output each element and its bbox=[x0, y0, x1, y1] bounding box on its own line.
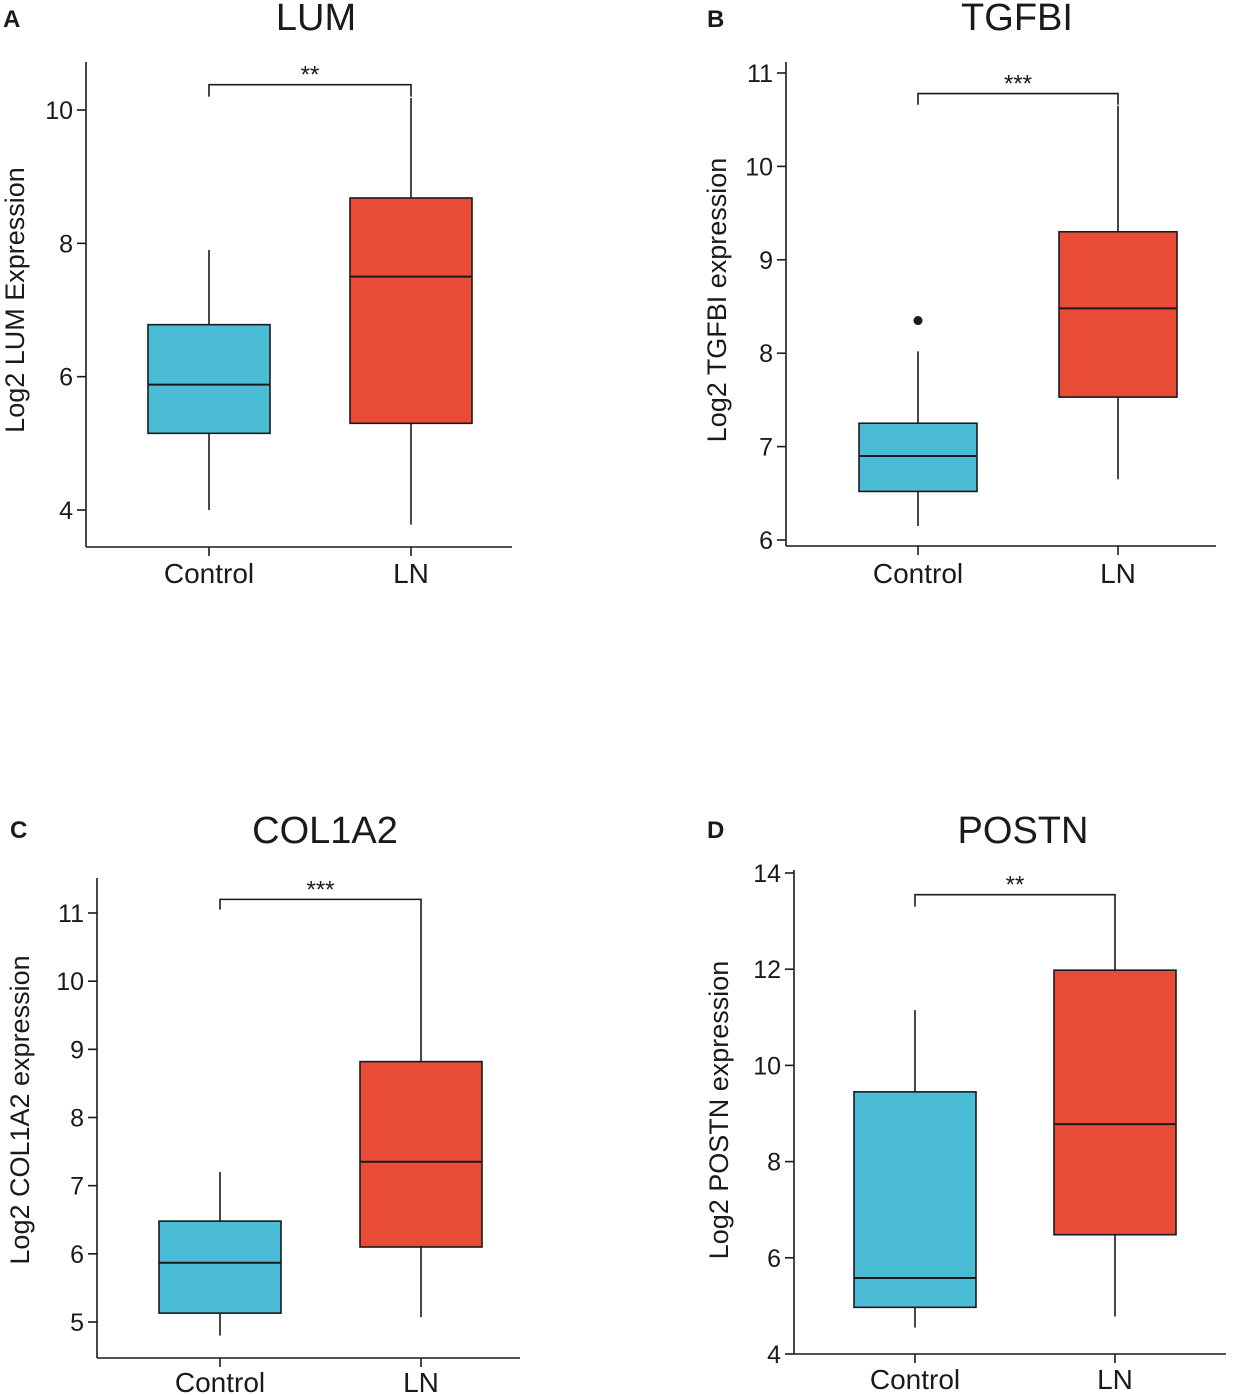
y-axis-title: Log2 COL1A2 expression bbox=[5, 955, 35, 1264]
iqr-box bbox=[858, 422, 978, 493]
y-tick-label: 7 bbox=[70, 1173, 84, 1201]
iqr-box bbox=[1053, 969, 1177, 1236]
iqr-box bbox=[147, 323, 271, 435]
panel-b: B TGFBI Log2 TGFBI expression 6 7 8 9 10 11 Contr… bbox=[702, 0, 1216, 589]
significance-bracket bbox=[219, 898, 422, 912]
outlier-point bbox=[913, 316, 923, 326]
significance-bracket bbox=[914, 893, 1116, 907]
y-tick-label: 6 bbox=[767, 1245, 781, 1273]
significance-bracket bbox=[917, 92, 1119, 105]
significance-label: ** bbox=[301, 62, 320, 89]
box-ln: LN bbox=[1053, 906, 1177, 1395]
y-tick-label: 10 bbox=[56, 968, 84, 996]
y-tick-label: 5 bbox=[70, 1309, 84, 1337]
y-tick-label: 11 bbox=[747, 60, 773, 88]
panel-d: D POSTN Log2 POSTN expression 4 6 8 10 12 14 Cont… bbox=[704, 810, 1226, 1395]
y-axis-title: Log2 TGFBI expression bbox=[702, 158, 732, 443]
significance-bracket bbox=[208, 83, 412, 97]
y-tick-label: 8 bbox=[759, 340, 773, 368]
box-control: Control bbox=[858, 316, 978, 589]
panel-letter: A bbox=[3, 6, 20, 33]
y-tick-label: 8 bbox=[767, 1149, 781, 1177]
y-tick-label: 8 bbox=[70, 1105, 84, 1133]
box-control: Control bbox=[158, 1172, 282, 1395]
y-tick-label: 10 bbox=[753, 1052, 781, 1080]
panel-a: A LUM Log2 LUM Expression 4 6 8 10 Control LN ** bbox=[0, 0, 512, 589]
iqr-box bbox=[158, 1220, 282, 1314]
x-category-label: LN bbox=[393, 558, 429, 589]
iqr-box bbox=[853, 1091, 977, 1309]
x-category-label: LN bbox=[1100, 558, 1136, 589]
iqr-box bbox=[349, 197, 473, 425]
x-category-label: Control bbox=[175, 1367, 265, 1395]
significance-label: *** bbox=[306, 876, 334, 903]
panel-c: C COL1A2 Log2 COL1A2 expression 5 6 7 8 9 10 11 Co… bbox=[5, 810, 520, 1395]
y-axis-title: Log2 POSTN expression bbox=[704, 961, 734, 1260]
y-tick-label: 10 bbox=[45, 97, 73, 125]
x-category-label: LN bbox=[403, 1367, 439, 1395]
box-control: Control bbox=[147, 250, 271, 589]
iqr-box bbox=[1058, 230, 1178, 398]
box-ln: LN bbox=[1058, 105, 1178, 589]
y-tick-label: 4 bbox=[59, 497, 73, 525]
x-category-label: Control bbox=[870, 1364, 960, 1395]
panel-letter: D bbox=[707, 817, 724, 844]
y-tick-label: 7 bbox=[759, 434, 773, 462]
panel-letter: B bbox=[707, 6, 724, 33]
x-category-label: LN bbox=[1097, 1364, 1133, 1395]
significance-label: ** bbox=[1006, 872, 1025, 899]
y-tick-label: 9 bbox=[759, 247, 773, 275]
x-category-label: Control bbox=[164, 558, 254, 589]
significance-label: *** bbox=[1004, 71, 1032, 98]
chart-title: LUM bbox=[276, 0, 356, 39]
x-category-label: Control bbox=[873, 558, 963, 589]
box-ln: LN bbox=[349, 98, 473, 589]
y-tick-label: 6 bbox=[759, 527, 773, 555]
y-axis-title: Log2 LUM Expression bbox=[0, 167, 30, 433]
panel-letter: C bbox=[10, 817, 27, 844]
box-control: Control bbox=[853, 1010, 977, 1395]
y-tick-label: 12 bbox=[753, 956, 781, 984]
y-tick-label: 4 bbox=[767, 1341, 781, 1369]
iqr-box bbox=[359, 1060, 483, 1248]
y-tick-label: 8 bbox=[59, 230, 73, 258]
chart-title: POSTN bbox=[958, 810, 1089, 852]
y-tick-label: 9 bbox=[70, 1036, 84, 1064]
y-tick-label: 11 bbox=[58, 900, 84, 928]
chart-title: TGFBI bbox=[961, 0, 1073, 39]
y-tick-label: 10 bbox=[745, 153, 773, 181]
chart-title: COL1A2 bbox=[252, 810, 398, 852]
box-ln: LN bbox=[359, 911, 483, 1395]
y-tick-label: 6 bbox=[70, 1241, 84, 1269]
y-tick-label: 14 bbox=[753, 860, 781, 888]
y-tick-label: 6 bbox=[59, 364, 73, 392]
